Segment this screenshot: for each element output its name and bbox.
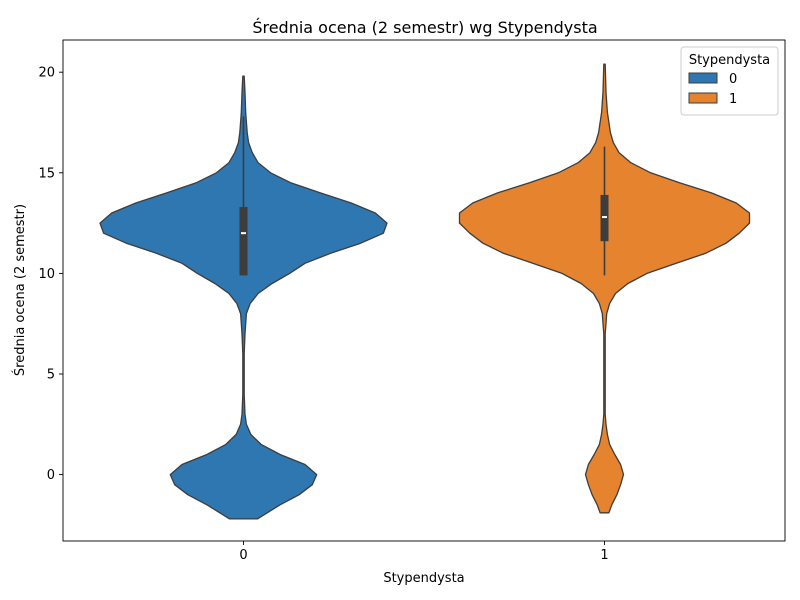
legend-label-1: 1	[729, 92, 737, 107]
y-tick-label: 0	[47, 468, 55, 483]
violin-iqr-box-0	[239, 207, 248, 276]
legend-label-0: 0	[729, 72, 737, 87]
violin-group-1	[458, 63, 751, 514]
chart-title: Średnia ocena (2 semestr) wg Stypendysta	[252, 18, 597, 37]
x-axis-label: Stypendysta	[383, 571, 464, 586]
plot-frame	[62, 39, 786, 542]
legend: Stypendysta 0 1	[680, 46, 779, 116]
legend-title: Stypendysta	[689, 53, 770, 68]
y-tick-label: 5	[47, 368, 55, 383]
y-tick-label: 15	[38, 166, 55, 181]
violin-iqr-box-1	[600, 194, 609, 242]
y-tick-label: 10	[38, 267, 55, 282]
y-tick-label: 20	[38, 66, 55, 81]
y-axis-label: Średnia ocena (2 semestr)	[12, 204, 28, 376]
y-axis: 0 5 10 15 20	[38, 66, 63, 483]
x-tick-label: 0	[239, 548, 247, 563]
x-tick-label: 1	[600, 548, 608, 563]
legend-swatch-1	[688, 92, 718, 104]
violin-body-1	[458, 63, 751, 514]
plot-area	[62, 39, 786, 542]
legend-swatch-0	[688, 72, 718, 84]
violin-body-0	[99, 75, 388, 520]
violin-group-0	[99, 75, 388, 520]
